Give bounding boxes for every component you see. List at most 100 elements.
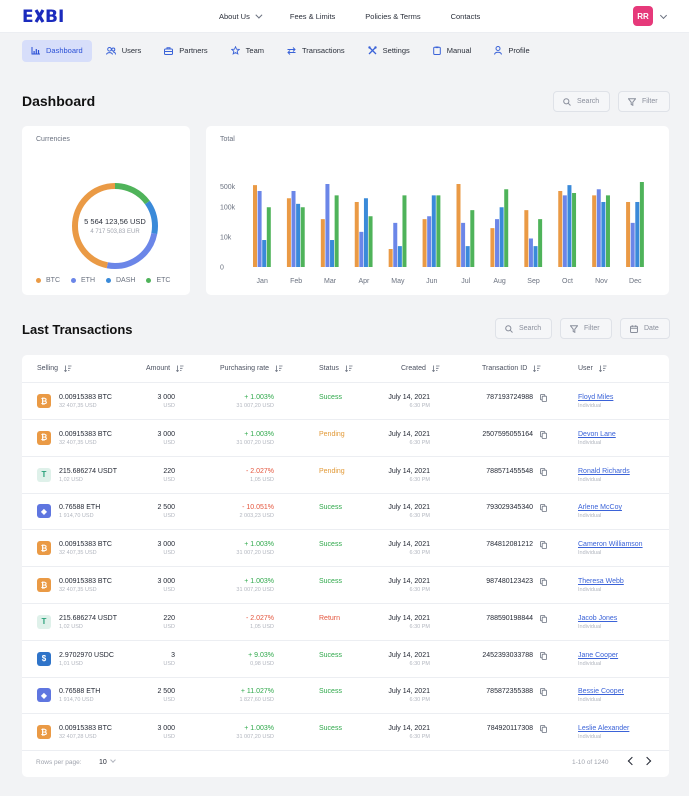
column-selling[interactable]: Selling [37,365,72,372]
total-chart-card: Total 500k 100k 10k 0 Jan Feb Mar Apr May Jun Jul A… [206,126,669,295]
copy-icon[interactable] [540,541,547,550]
amount-cell: 220 USD [163,467,175,483]
exbi-logo[interactable]: E BI [22,6,84,26]
user-cell: Bessie Cooper Individual [578,688,624,704]
avatar[interactable]: RR [633,6,653,26]
search-icon [505,324,513,333]
column-amount[interactable]: Amount [146,365,184,372]
x-tick-label: May [391,278,405,285]
nav-policies-terms[interactable]: Policies & Terms [365,12,421,21]
copy-icon[interactable] [540,504,547,513]
copy-icon[interactable] [540,725,547,734]
bar-jul-0 [456,184,461,267]
copy-icon[interactable] [540,430,547,439]
sort-icon [275,365,283,372]
bar-jul-3 [470,210,475,267]
table-row[interactable]: ◆ 0.76588 ETH 1 914,70 USD 2 500 USD - 10.… [22,493,669,531]
column-created[interactable]: Created [401,365,440,372]
bar-may-3 [402,195,407,267]
user-link[interactable]: Ronald Richards [578,467,630,475]
user-link[interactable]: Floyd Miles [578,394,614,401]
tab-profile[interactable]: Profile [485,40,538,62]
column-purchasing-rate[interactable]: Purchasing rate [220,365,283,372]
chevron-right-icon[interactable] [642,756,652,766]
nav-contacts[interactable]: Contacts [450,12,481,21]
copy-icon[interactable] [540,394,547,402]
coin-eth-icon: ◆ [37,688,51,703]
table-row[interactable]: ₿ 0.00915383 BTC 32 407,35 USD 3 000 USD +… [22,420,669,457]
coin-btc-icon: ₿ [37,394,51,408]
copy-icon[interactable] [540,688,547,697]
rows-per-page-select[interactable]: 10 [99,759,107,766]
rate-cell: + 1.003% 31 007,20 USD [236,578,274,593]
user-link[interactable]: Cameron Williamson [578,541,643,549]
bar-jul-2 [465,246,470,267]
copy-icon[interactable] [540,467,547,476]
user-link[interactable]: Arlene McCoy [578,504,622,512]
bar-oct-1 [562,195,567,267]
bar-mar-0 [320,219,325,267]
bar-feb-3 [300,207,305,267]
user-cell: Devon Lane Individual [578,430,616,446]
transactions-search-button[interactable]: Search [495,318,552,339]
search-button[interactable]: Search [553,91,610,112]
status-badge: Sucess [319,688,342,696]
bar-dec-0 [626,201,631,267]
tab-dashboard[interactable]: Dashboard [22,39,92,62]
bar-sep-0 [524,210,529,267]
table-row[interactable]: ₿ 0.00915383 BTC 32 407,35 USD 3 000 USD +… [22,567,669,604]
nav-about-us[interactable]: About Us [219,11,263,21]
y-tick-label: 10k [220,235,232,242]
transactions-date-button[interactable]: Date [620,318,670,339]
selling-cell: 0.00915383 BTC 32 407,35 USD [59,394,112,409]
copy-icon[interactable] [540,578,547,586]
tab-partners[interactable]: Partners [155,40,216,62]
chart-title: Total [220,136,235,143]
column-status[interactable]: Status [319,365,353,372]
chevron-down-icon[interactable] [110,757,116,763]
table-row[interactable]: T 215.686274 USDT 1,02 USD 220 USD - 2.027… [22,604,669,641]
column-transaction-id[interactable]: Transaction ID [482,365,541,372]
table-row[interactable]: ₿ 0.00915383 BTC 32 407,35 USD 3 000 USD +… [22,383,669,420]
user-link[interactable]: Bessie Cooper [578,688,624,696]
selling-cell: 0.00915383 BTC 32 407,35 USD [59,541,112,557]
user-link[interactable]: Devon Lane [578,430,616,438]
tab-settings[interactable]: Settings [359,40,419,62]
bar-sep-2 [533,246,538,267]
tab-manual[interactable]: Manual [424,40,481,62]
filter-button[interactable]: Filter [618,91,670,112]
bar-mar-1 [325,184,330,267]
user-link[interactable]: Theresa Webb [578,578,624,585]
bar-sep-3 [538,219,543,267]
copy-icon[interactable] [540,651,547,660]
user-link[interactable]: Jane Cooper [578,651,619,659]
user-link[interactable]: Leslie Alexander [578,725,630,733]
user-link[interactable]: Jacob Jones [578,614,618,622]
transaction-id: 784812081212 [486,541,533,549]
transaction-id: 987480123423 [486,578,533,585]
tab-transactions[interactable]: Transactions [278,40,354,62]
chevron-left-icon[interactable] [627,756,637,766]
column-user[interactable]: User [578,365,607,372]
tab-team[interactable]: Team [222,40,273,62]
table-row[interactable]: $ 2.9702970 USDC 1,01 USD 3 USD + 9.03% 0,9… [22,641,669,678]
table-row[interactable]: ₿ 0.00915383 BTC 32 407,35 USD 3 000 USD +… [22,530,669,568]
created-cell: July 14, 2021 6:30 PM [388,578,430,593]
table-row[interactable]: ₿ 0.00915383 BTC 32 407,28 USD 3 000 USD +… [22,714,669,752]
user-cell: Floyd Miles Individual [578,394,614,409]
bar-jul-1 [461,222,466,267]
chevron-down-icon[interactable] [659,11,668,20]
transactions-filter-button[interactable]: Filter [560,318,612,339]
chevron-down-icon [255,11,263,19]
bar-apr-1 [359,231,364,267]
bar-jun-2 [431,195,436,267]
transactions-table: Selling Amount Purchasing rate Status Cr… [22,355,669,777]
copy-icon[interactable] [540,614,547,623]
user-cell: Jane Cooper Individual [578,651,619,667]
table-row[interactable]: ◆ 0.76588 ETH 1 914,70 USD 2 500 USD + 11.… [22,677,669,715]
nav-fees-limits[interactable]: Fees & Limits [289,12,336,21]
bar-dec-3 [639,182,644,267]
tab-users[interactable]: Users [97,40,151,62]
table-row[interactable]: T 215.686274 USDT 1,02 USD 220 USD - 2.027… [22,457,669,494]
bar-may-0 [388,249,393,267]
